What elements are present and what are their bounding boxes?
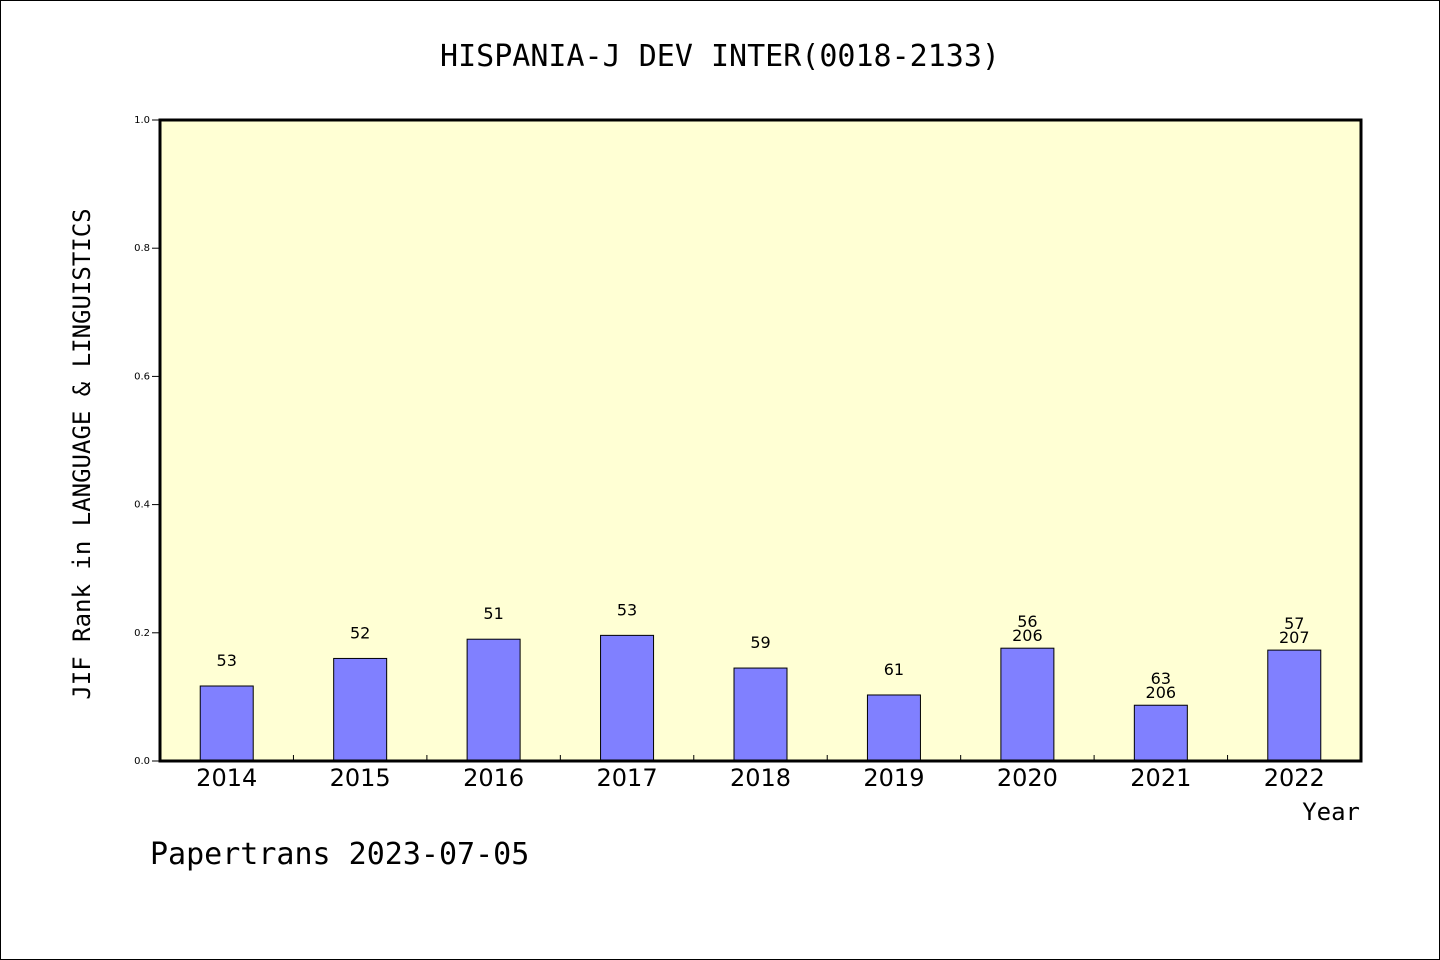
data-label-rank-2017: 53 xyxy=(617,600,637,619)
x-tick-label-2014: 2014 xyxy=(196,764,257,792)
bars-group xyxy=(199,634,1322,762)
bar-2019 xyxy=(866,694,921,762)
data-label-rank-2016: 51 xyxy=(483,604,503,623)
y-tick-label-0.8: 0.8 xyxy=(134,243,150,254)
x-tick-label-2020: 2020 xyxy=(997,764,1058,792)
chart-title: HISPANIA-J DEV INTER(0018-2133) xyxy=(440,39,1000,74)
x-tick-label-2016: 2016 xyxy=(463,764,524,792)
bar-2021 xyxy=(1133,704,1188,762)
y-tick-label-0.2: 0.2 xyxy=(134,628,150,639)
y-tick-label-0.6: 0.6 xyxy=(134,371,150,382)
y-axis-ticks: 0.0 0.2 0.4 0.6 0.8 1.0 xyxy=(134,115,160,767)
y-axis-label: JIF Rank in LANGUAGE & LINGUISTICS xyxy=(68,208,96,699)
x-tick-label-2021: 2021 xyxy=(1130,764,1191,792)
data-label-rank-2014: 53 xyxy=(217,651,237,670)
data-label-total-2021: 206 xyxy=(1146,683,1177,702)
footer-credit: Papertrans 2023-07-05 xyxy=(150,837,529,872)
bar-2014 xyxy=(199,685,254,762)
data-label-rank-2019: 61 xyxy=(884,660,904,679)
data-label-total-2022: 207 xyxy=(1279,628,1310,647)
x-tick-label-2017: 2017 xyxy=(597,764,658,792)
x-tick-label-2015: 2015 xyxy=(330,764,391,792)
plot-border xyxy=(158,118,1363,763)
plot-area xyxy=(160,120,1361,761)
bar-2016 xyxy=(466,638,521,762)
x-tick-label-2019: 2019 xyxy=(863,764,924,792)
data-label-rank-2020: 56 xyxy=(1017,612,1037,631)
bar-2018 xyxy=(733,667,788,762)
bar-2020 xyxy=(1000,647,1055,762)
y-tick-label-0.0: 0.0 xyxy=(134,756,150,767)
bar-2022 xyxy=(1267,649,1322,762)
y-tick-label-0.4: 0.4 xyxy=(134,500,150,511)
data-label-rank-2018: 59 xyxy=(750,633,770,652)
bar-2017 xyxy=(600,634,655,762)
data-label-rank-2021: 63 xyxy=(1151,669,1171,688)
x-tick-label-2022: 2022 xyxy=(1264,764,1325,792)
y-tick-label-1.0: 1.0 xyxy=(134,115,150,126)
data-label-total-2020: 206 xyxy=(1012,626,1043,645)
bar-2015 xyxy=(333,657,388,762)
x-axis-label: Year xyxy=(1302,798,1360,826)
x-axis-ticks: 2014 2015 2016 2017 2018 2019 2020 2021 2022 xyxy=(196,755,1325,792)
x-tick-label-2018: 2018 xyxy=(730,764,791,792)
data-label-rank-2022: 57 xyxy=(1284,614,1304,633)
data-label-rank-2015: 52 xyxy=(350,623,370,642)
